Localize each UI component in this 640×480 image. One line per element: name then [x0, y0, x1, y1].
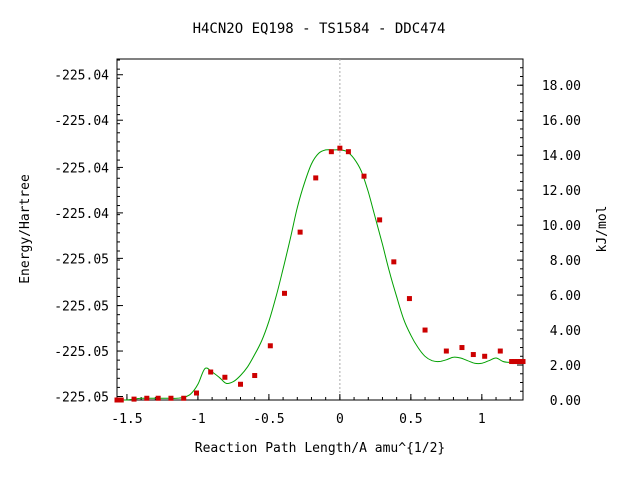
y-axis-label-right: kJ/mol [595, 206, 610, 253]
data-point [238, 381, 244, 387]
x-axis-label: Reaction Path Length/A amu^{1/2} [195, 441, 445, 456]
plot-frame [116, 58, 524, 401]
y-right-tick-label: 0.00 [550, 394, 581, 409]
data-point [443, 348, 449, 354]
y-right-axis-ticks: 0.00 2.00 4.00 6.00 8.00 10.00 12.00 14.00 16.00… [517, 58, 581, 409]
x-tick-label: 0 [336, 412, 344, 427]
x-tick-label: 0.5 [399, 412, 422, 427]
y-right-tick-label: 8.00 [550, 254, 581, 269]
data-point [131, 396, 137, 402]
data-point [511, 359, 517, 365]
y-left-tick-label: -225.05 [54, 300, 109, 315]
data-point [514, 359, 520, 365]
y-left-tick-label: -225.05 [54, 345, 109, 360]
y-left-tick-label: -225.04 [54, 161, 109, 176]
data-point [337, 145, 343, 151]
y-left-tick-label: -225.04 [54, 69, 109, 84]
y-right-tick-label: 6.00 [550, 289, 581, 304]
data-point [252, 373, 258, 379]
y-right-tick-label: 2.00 [550, 359, 581, 374]
x-tick-label: -1 [190, 412, 206, 427]
data-point [144, 395, 150, 401]
y-left-axis-ticks: -225.05 -225.05 -225.05 -225.05 -225.04 -225.… [54, 59, 123, 406]
data-point [377, 217, 383, 223]
y-left-tick-label: -225.05 [54, 252, 109, 267]
data-point [520, 359, 526, 365]
data-point [345, 149, 351, 155]
data-point [497, 348, 503, 354]
x-tick-label: 1 [478, 412, 486, 427]
data-point [470, 352, 476, 358]
data-point-markers [114, 145, 526, 403]
data-point [297, 229, 303, 235]
data-point [328, 149, 334, 155]
data-point [267, 343, 273, 349]
data-point [459, 345, 465, 351]
data-point [155, 395, 161, 401]
data-point [482, 353, 488, 359]
data-point [391, 259, 397, 265]
chart-title: H4CN2O EQ198 - TS1584 - DDC474 [193, 21, 446, 37]
x-tick-label: -0.5 [253, 412, 284, 427]
data-point [422, 327, 428, 333]
energy-curve [119, 149, 522, 401]
data-point [509, 359, 515, 365]
data-point [361, 173, 367, 179]
data-point [181, 395, 187, 401]
y-right-tick-label: 12.00 [542, 184, 581, 199]
data-point [222, 374, 228, 380]
y-right-tick-label: 18.00 [542, 79, 581, 94]
data-point [313, 175, 319, 181]
data-point [208, 369, 214, 375]
data-point [406, 296, 412, 302]
y-right-tick-label: 16.00 [542, 114, 581, 129]
y-left-tick-label: -225.04 [54, 114, 109, 129]
data-point [118, 397, 124, 403]
y-left-tick-label: -225.05 [54, 391, 109, 406]
y-right-tick-label: 4.00 [550, 324, 581, 339]
data-point [517, 359, 523, 365]
data-point [282, 290, 288, 296]
y-right-tick-label: 14.00 [542, 149, 581, 164]
y-axis-label-left: Energy/Hartree [18, 174, 33, 284]
x-tick-label: -1.5 [111, 412, 142, 427]
y-left-tick-label: -225.04 [54, 207, 109, 222]
data-point [168, 395, 174, 401]
x-axis-ticks: -1.5 -1 -0.5 0 0.5 1 [111, 394, 511, 427]
y-right-tick-label: 10.00 [542, 219, 581, 234]
data-point [193, 390, 199, 396]
